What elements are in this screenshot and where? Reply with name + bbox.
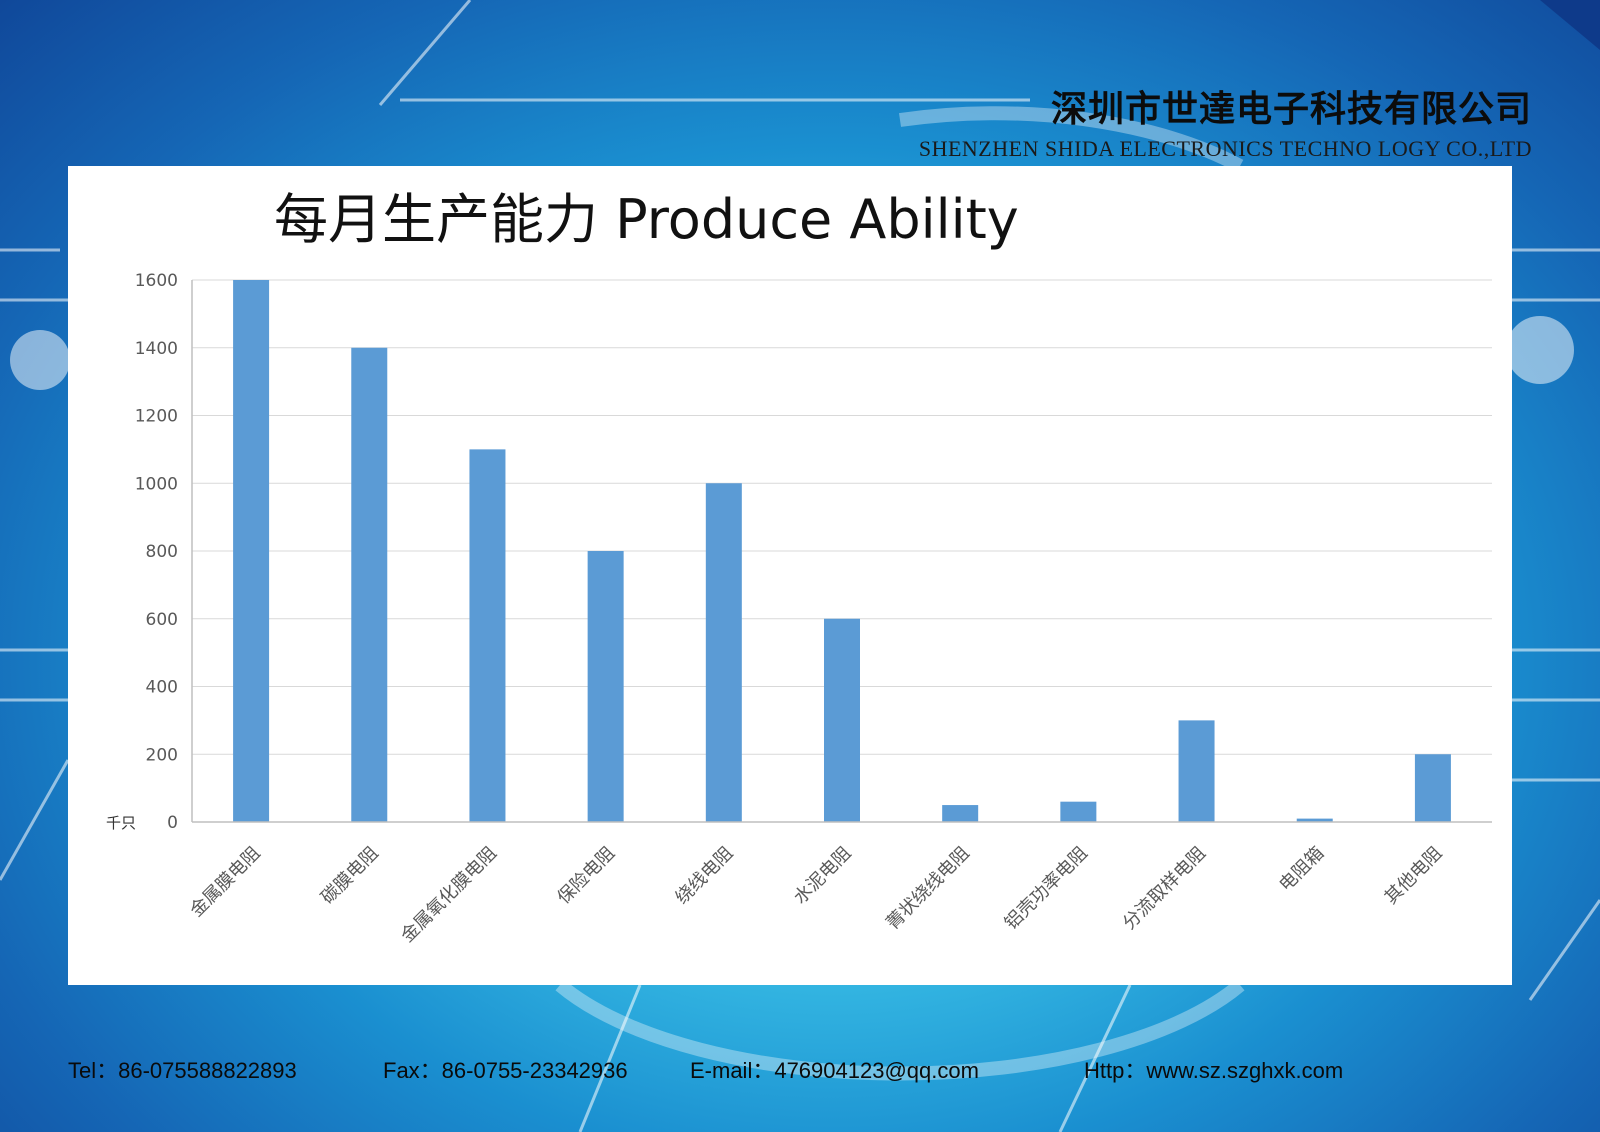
chart-panel: 每月生产能力 Produce Ability 0 200 400 600 800 1000…	[68, 166, 1512, 985]
x-tick-label: 铝壳功率电阻	[1001, 843, 1092, 934]
bar-3	[588, 551, 624, 822]
company-name-cn: 深圳市世達电子科技有限公司	[919, 80, 1532, 132]
x-tick-label: 分流取样电阻	[1119, 843, 1210, 934]
y-tick-label: 0	[167, 813, 178, 833]
footer-email: E-mail：476904123@qq.com	[690, 1053, 979, 1085]
x-tick-label: 绕线电阻	[672, 843, 738, 909]
bar-6	[942, 805, 978, 822]
x-tick-label: 碳膜电阻	[317, 843, 383, 909]
bar-5	[824, 619, 860, 822]
x-tick-label: 菁状绕线电阻	[883, 843, 974, 934]
x-tick-label: 金属膜电阻	[186, 843, 264, 921]
y-tick-label: 400	[146, 678, 178, 698]
bar-7	[1060, 802, 1096, 822]
x-tick-label: 电阻箱	[1275, 843, 1328, 896]
bar-4	[706, 483, 742, 822]
x-tick-label: 保险电阻	[553, 843, 619, 909]
y-tick-label: 1000	[135, 474, 178, 494]
footer-tel: Tel：86-075588822893	[68, 1053, 297, 1085]
y-tick-label: 1400	[135, 339, 178, 359]
y-unit-label: 千只	[106, 814, 136, 832]
bar-8	[1179, 720, 1215, 822]
footer-fax: Fax：86-0755-23342936	[383, 1053, 628, 1085]
y-tick-label: 600	[146, 610, 178, 630]
footer-contact: Tel：86-075588822893 Fax：86-0755-23342936…	[68, 1053, 1528, 1093]
bar-2	[469, 449, 505, 822]
y-tick-label: 1600	[135, 271, 178, 291]
bar-10	[1415, 754, 1451, 822]
bar-chart: 每月生产能力 Produce Ability 0 200 400 600 800 1000…	[68, 166, 1512, 985]
y-tick-label: 200	[146, 745, 178, 765]
x-tick-label: 金属氧化膜电阻	[397, 843, 501, 947]
chart-title: 每月生产能力 Produce Ability	[274, 188, 1019, 251]
bar-0	[233, 280, 269, 822]
x-tick-label: 其他电阻	[1381, 843, 1447, 909]
y-tick-label: 1200	[135, 407, 178, 427]
y-tick-label: 800	[146, 542, 178, 562]
bar-1	[351, 348, 387, 822]
footer-http: Http：www.sz.szghxk.com	[1084, 1053, 1343, 1085]
company-header: 深圳市世達电子科技有限公司 SHENZHEN SHIDA ELECTRONICS…	[919, 80, 1532, 162]
x-tick-label: 水泥电阻	[790, 843, 856, 909]
company-name-en: SHENZHEN SHIDA ELECTRONICS TECHNO LOGY C…	[919, 136, 1532, 162]
